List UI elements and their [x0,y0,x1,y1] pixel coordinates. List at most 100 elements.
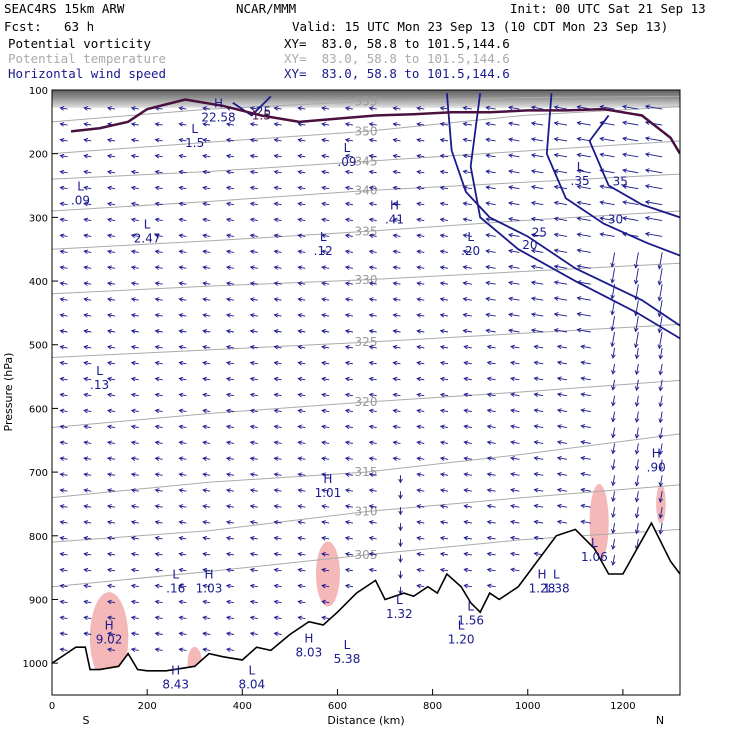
wind-vector-head [392,376,398,382]
wind-vector [60,187,68,190]
wind-vector [464,362,472,365]
wind-vector [60,298,68,301]
wind-vector-head [439,567,445,573]
wind-vector-head [580,519,586,525]
wind-vector-head [321,249,326,254]
wind-vector [487,537,496,540]
wind-vector-head [533,408,539,413]
forecast-hours: 63 h [64,19,95,34]
wind-vector [369,107,377,110]
wind-vector [440,489,449,492]
wind-vector [274,330,282,333]
wind-vector-head [611,545,616,550]
wind-vector [487,377,496,381]
wind-vector-head [508,280,513,286]
wind-vector-head [344,297,350,302]
wind-vector-head [249,504,255,509]
wind-vector [508,234,520,237]
wind-vector-head [249,106,255,111]
wind-vector [131,505,139,508]
wind-vector-head [59,249,65,254]
wind-vector [298,346,306,349]
wind-vector-head [439,217,445,223]
wind-vector [510,345,520,349]
wind-vector [179,585,187,588]
wind-vector-head [154,456,160,461]
wind-vector-head [368,376,374,382]
field-xy-theta: XY= 83.0, 58.8 to 101.5,144.6 [284,51,510,66]
wind-vector [417,441,425,444]
wind-vector-head [344,520,350,525]
wind-vector-head [154,313,160,318]
wind-vector-head [321,313,326,318]
wind-vector-head [83,233,89,239]
wind-vector [298,107,306,110]
wind-vector [226,187,235,190]
wind-vector-head [622,136,627,142]
wind-vector [645,105,663,110]
wind-vector [531,249,544,253]
wind-vector-head [556,471,562,477]
wind-vector [622,185,639,190]
wind-vector [84,521,92,524]
wind-vector-head [530,169,536,174]
wind-vector [557,457,568,460]
terrain-line [52,521,680,672]
wind-vector [600,153,615,158]
center-name: NCAR/MMM [236,1,297,16]
wind-vector-head [59,265,65,270]
wind-vector-head [59,360,65,366]
wind-vector-head [107,551,112,557]
wind-vector [486,122,496,126]
wind-vector [554,154,568,158]
pv-extremum-value: 1.06 [581,550,608,564]
wind-vector-head [178,408,184,414]
wind-vector-head [658,498,664,503]
theta-line [52,484,680,543]
wind-vector-head [59,599,65,605]
wind-vector [440,266,449,269]
wind-vector-head [202,504,208,509]
wind-vector-head [416,376,422,382]
wind-vector [298,123,306,126]
wind-vector [321,139,330,142]
wind-vector [636,347,639,359]
wind-vector [369,202,377,206]
wind-vector [274,107,282,110]
wind-vector [131,218,139,221]
wind-vector-head [439,122,445,127]
wind-vector-head [644,231,650,237]
wind-vector [345,489,353,492]
wind-vector [298,553,306,556]
wind-vector-head [344,153,350,159]
wind-vector [226,314,235,317]
wind-vector [274,123,282,126]
wind-vector [179,171,187,174]
wind-vector-head [107,520,112,525]
wind-vector [345,409,353,413]
wind-vector-head [249,456,255,461]
wind-vector-head [273,408,279,414]
wind-vector [321,521,330,524]
wind-vector-head [321,265,326,270]
wind-vector-head [576,168,582,174]
pv-extremum-value: 1.01 [315,486,342,500]
wind-vector-head [344,440,350,446]
wind-vector-head [225,344,231,350]
wind-vector-head [644,215,650,221]
wind-vector [417,155,425,158]
wind-vector-head [107,265,112,270]
wind-vector-head [368,472,374,477]
wind-vector [581,345,591,349]
wind-vector-head [225,615,231,621]
wind-vector [554,297,568,301]
wind-vector [464,377,472,381]
wind-vector-head [321,376,326,382]
wind-vector-head [107,201,112,207]
wind-vector-head [178,106,184,111]
wind-vector [463,123,472,126]
wind-vector [107,569,116,572]
wind-vector [417,123,425,126]
wind-vector-head [297,344,303,350]
theta-line [52,379,680,429]
